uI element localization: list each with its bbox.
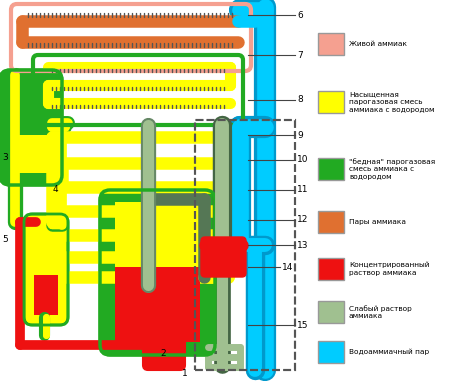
Bar — [318, 301, 344, 323]
Bar — [318, 341, 344, 363]
Text: 14: 14 — [282, 263, 293, 271]
Text: 7: 7 — [297, 50, 303, 60]
FancyBboxPatch shape — [24, 214, 68, 325]
Bar — [113, 200, 202, 342]
Text: "бедная" парогазовая
смесь аммиака с
водородом: "бедная" парогазовая смесь аммиака с вод… — [349, 158, 435, 180]
Text: 8: 8 — [297, 95, 303, 104]
Text: 10: 10 — [297, 156, 309, 164]
Text: 13: 13 — [297, 241, 309, 249]
Bar — [195, 120, 295, 370]
Bar — [10, 80, 52, 175]
Bar — [195, 120, 295, 370]
Text: Слабый раствор
аммиака: Слабый раствор аммиака — [349, 305, 412, 319]
Bar — [318, 258, 344, 280]
Bar — [318, 91, 344, 113]
Text: 5: 5 — [2, 236, 8, 244]
Bar — [14, 83, 49, 135]
Text: 11: 11 — [297, 186, 309, 194]
Bar — [318, 158, 344, 180]
Text: 9: 9 — [297, 131, 303, 139]
Text: 12: 12 — [297, 216, 309, 224]
Bar — [115, 267, 200, 342]
Bar — [34, 275, 58, 315]
Bar — [14, 135, 49, 173]
Text: 3: 3 — [2, 152, 8, 161]
Bar — [318, 33, 344, 55]
Text: 6: 6 — [297, 10, 303, 20]
Bar — [318, 211, 344, 233]
FancyBboxPatch shape — [143, 332, 185, 370]
Text: Концентрированный
раствор аммиака: Концентрированный раствор аммиака — [349, 262, 429, 276]
Text: Живой аммиак: Живой аммиак — [349, 41, 407, 47]
Text: 4: 4 — [52, 186, 58, 194]
Text: 1: 1 — [182, 368, 188, 378]
Text: 2: 2 — [160, 348, 166, 358]
Text: Пары аммиака: Пары аммиака — [349, 219, 406, 225]
Text: 15: 15 — [297, 320, 309, 330]
Bar — [115, 202, 200, 267]
FancyBboxPatch shape — [0, 70, 62, 185]
FancyBboxPatch shape — [100, 190, 215, 355]
Bar — [34, 222, 58, 275]
Text: Водоаммиачный пар: Водоаммиачный пар — [349, 349, 429, 355]
Text: Насыщенная
парогазовая смесь
аммиака с водородом: Насыщенная парогазовая смесь аммиака с в… — [349, 91, 435, 113]
FancyBboxPatch shape — [201, 237, 246, 277]
